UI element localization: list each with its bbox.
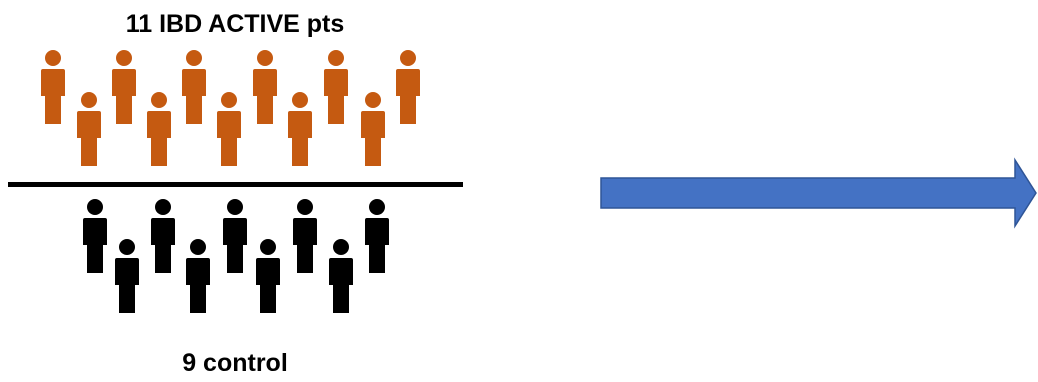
- active-group-label: 11 IBD ACTIVE pts: [125, 10, 345, 38]
- control-group-label: 9 control: [182, 349, 288, 377]
- group-divider: [8, 182, 463, 187]
